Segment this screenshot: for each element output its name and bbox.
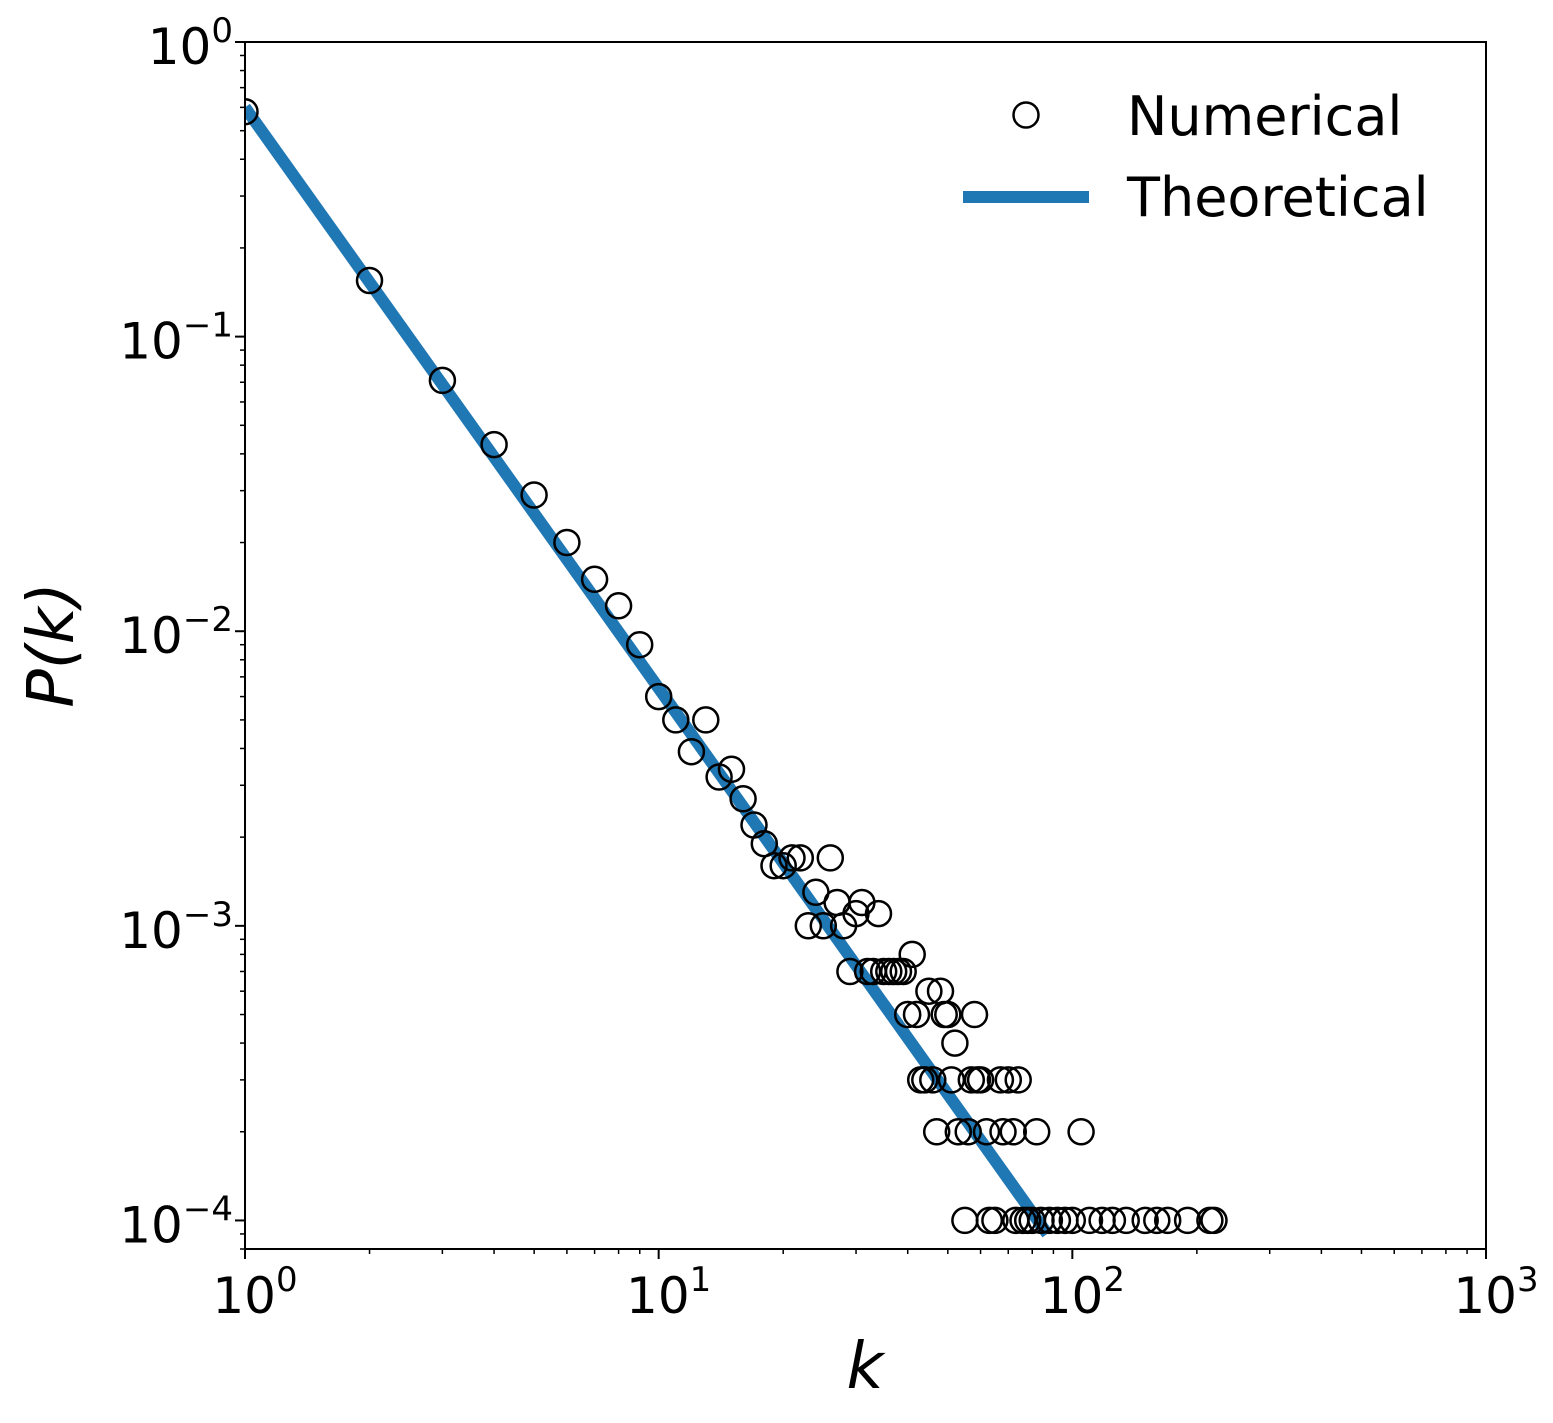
x-tick-label: 102 — [1040, 1260, 1125, 1325]
numerical-point-20 — [778, 844, 806, 872]
numerical-point-45 — [919, 1066, 947, 1094]
legend-numerical-marker — [1012, 101, 1040, 129]
numerical-point-15 — [729, 785, 757, 813]
numerical-point-21 — [786, 844, 815, 872]
numerical-point-43 — [911, 1066, 939, 1094]
numerical-point-54 — [954, 1118, 982, 1146]
plot-frame — [244, 41, 1487, 1250]
numerical-point-52 — [944, 1118, 973, 1146]
numerical-point-49 — [934, 1000, 962, 1029]
numerical-point-83 — [1143, 1206, 1171, 1235]
numerical-point-82 — [1131, 1206, 1159, 1235]
numerical-point-39 — [893, 1000, 922, 1029]
numerical-point-14 — [717, 755, 746, 784]
x-tick-label: 101 — [626, 1260, 711, 1325]
numerical-point-6 — [580, 565, 609, 594]
numerical-point-28 — [836, 957, 864, 986]
numerical-point-81 — [1112, 1206, 1140, 1235]
numerical-point-62 — [986, 1066, 1015, 1094]
legend-numerical-label: Numerical — [1127, 85, 1402, 148]
numerical-point-44 — [915, 977, 943, 1005]
numerical-point-55 — [957, 1066, 986, 1094]
numerical-point-40 — [898, 940, 926, 969]
numerical-point-59 — [972, 1118, 1001, 1146]
numerical-point-80 — [1098, 1206, 1127, 1235]
numerical-point-73 — [1035, 1206, 1064, 1235]
y-tick-label: 100 — [148, 11, 233, 76]
numerical-point-65 — [999, 1118, 1028, 1146]
numerical-point-84 — [1153, 1206, 1182, 1235]
axis-ticks: 100 101 102 103 100 10−1 10−2 10−3 10−4 — [119, 11, 1538, 1325]
numerical-point-41 — [902, 1000, 931, 1029]
numerical-point-9 — [644, 682, 673, 711]
numerical-point-26 — [823, 888, 851, 917]
numerical-point-63 — [989, 1118, 1017, 1146]
y-tick-label: 10−1 — [119, 306, 233, 371]
numerical-point-53 — [951, 1206, 979, 1235]
numerical-point-11 — [677, 737, 706, 766]
numerical-point-8 — [625, 630, 654, 659]
numerical-point-71 — [1022, 1118, 1051, 1146]
numerical-point-87 — [1200, 1206, 1228, 1235]
legend-theoretical-label: Theoretical — [1126, 166, 1429, 229]
numerical-point-7 — [604, 592, 633, 620]
plot-series — [245, 97, 1228, 1238]
y-axis-label: P(k) — [15, 582, 89, 708]
numerical-point-76 — [1058, 1206, 1087, 1235]
numerical-point-60 — [975, 1206, 1004, 1235]
legend: Numerical Theoretical — [963, 85, 1429, 229]
numerical-point-19 — [769, 851, 797, 880]
numerical-point-24 — [809, 912, 838, 940]
numerical-point-61 — [981, 1206, 1009, 1235]
numerical-point-67 — [1004, 1066, 1032, 1094]
theoretical-line — [245, 103, 1053, 1238]
numerical-point-3 — [480, 430, 508, 459]
x-tick-label: 103 — [1453, 1260, 1538, 1325]
numerical-point-1 — [355, 266, 384, 295]
numerical-point-0 — [245, 97, 259, 126]
numerical-point-77 — [1067, 1118, 1095, 1146]
y-tick-label: 10−3 — [119, 895, 233, 960]
numerical-point-22 — [794, 912, 823, 940]
numerical-point-46 — [922, 1118, 951, 1146]
numerical-point-64 — [994, 1066, 1023, 1094]
numerical-point-85 — [1173, 1206, 1202, 1235]
numerical-point-56 — [960, 1000, 989, 1029]
y-tick-label: 10−4 — [119, 1189, 233, 1254]
x-axis-label: k — [846, 1330, 886, 1404]
numerical-point-4 — [520, 481, 548, 509]
numerical-point-74 — [1043, 1206, 1072, 1235]
numerical-point-10 — [662, 706, 690, 734]
x-tick-label: 100 — [212, 1260, 297, 1325]
numerical-point-18 — [760, 851, 788, 880]
numerical-point-78 — [1075, 1206, 1104, 1235]
numerical-point-51 — [941, 1029, 969, 1057]
numerical-point-38 — [889, 957, 917, 986]
numerical-point-12 — [692, 706, 720, 734]
numerical-point-33 — [864, 899, 893, 928]
numerical-point-5 — [553, 528, 581, 557]
numerical-point-25 — [816, 844, 845, 872]
numerical-point-58 — [966, 1066, 995, 1094]
numerical-point-2 — [428, 366, 457, 395]
y-tick-label: 10−2 — [119, 600, 233, 665]
